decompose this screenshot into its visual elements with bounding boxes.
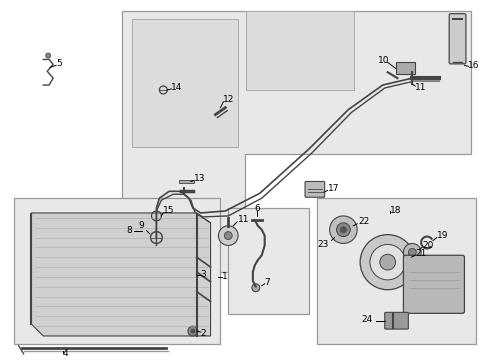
Bar [317,198,476,344]
Text: 11: 11 [238,215,249,224]
Text: 20: 20 [422,241,434,250]
Bar [132,19,238,147]
Circle shape [224,231,232,239]
Text: 12: 12 [223,95,235,104]
FancyBboxPatch shape [385,312,408,329]
Circle shape [330,216,357,243]
Text: 9: 9 [138,221,144,230]
Circle shape [252,284,260,292]
Circle shape [337,223,350,237]
Text: 2: 2 [201,329,206,338]
Bar [395,62,415,74]
Circle shape [219,226,238,246]
Text: 6: 6 [254,203,260,212]
Text: 14: 14 [171,82,183,91]
Circle shape [380,254,395,270]
FancyBboxPatch shape [305,181,325,197]
Polygon shape [31,213,211,336]
FancyBboxPatch shape [449,14,466,64]
Text: 4: 4 [63,349,69,358]
Circle shape [408,248,416,256]
Text: 17: 17 [328,184,339,193]
Circle shape [341,227,346,233]
Text: 22: 22 [358,217,369,226]
Text: 10: 10 [378,56,390,65]
Text: 23: 23 [317,240,329,249]
Text: 7: 7 [265,278,270,287]
Bar [14,198,220,344]
Text: 13: 13 [194,174,205,183]
Text: 15: 15 [163,207,175,216]
Bar [246,11,354,90]
Circle shape [370,244,405,280]
Circle shape [360,235,415,290]
Text: 3: 3 [201,270,206,279]
Text: 5: 5 [56,59,62,68]
Text: 18: 18 [390,206,401,215]
Circle shape [46,53,50,58]
Text: 16: 16 [468,61,480,70]
Text: 19: 19 [437,231,448,240]
Polygon shape [179,180,194,184]
Text: 11: 11 [415,84,427,93]
Circle shape [188,326,198,336]
Circle shape [403,243,421,261]
Bar [228,208,309,314]
Circle shape [191,329,195,333]
Polygon shape [122,11,471,272]
Text: 24: 24 [362,315,373,324]
FancyBboxPatch shape [403,255,465,313]
Text: 8: 8 [126,226,132,235]
Text: 21: 21 [415,249,427,258]
Text: 1: 1 [222,273,228,282]
